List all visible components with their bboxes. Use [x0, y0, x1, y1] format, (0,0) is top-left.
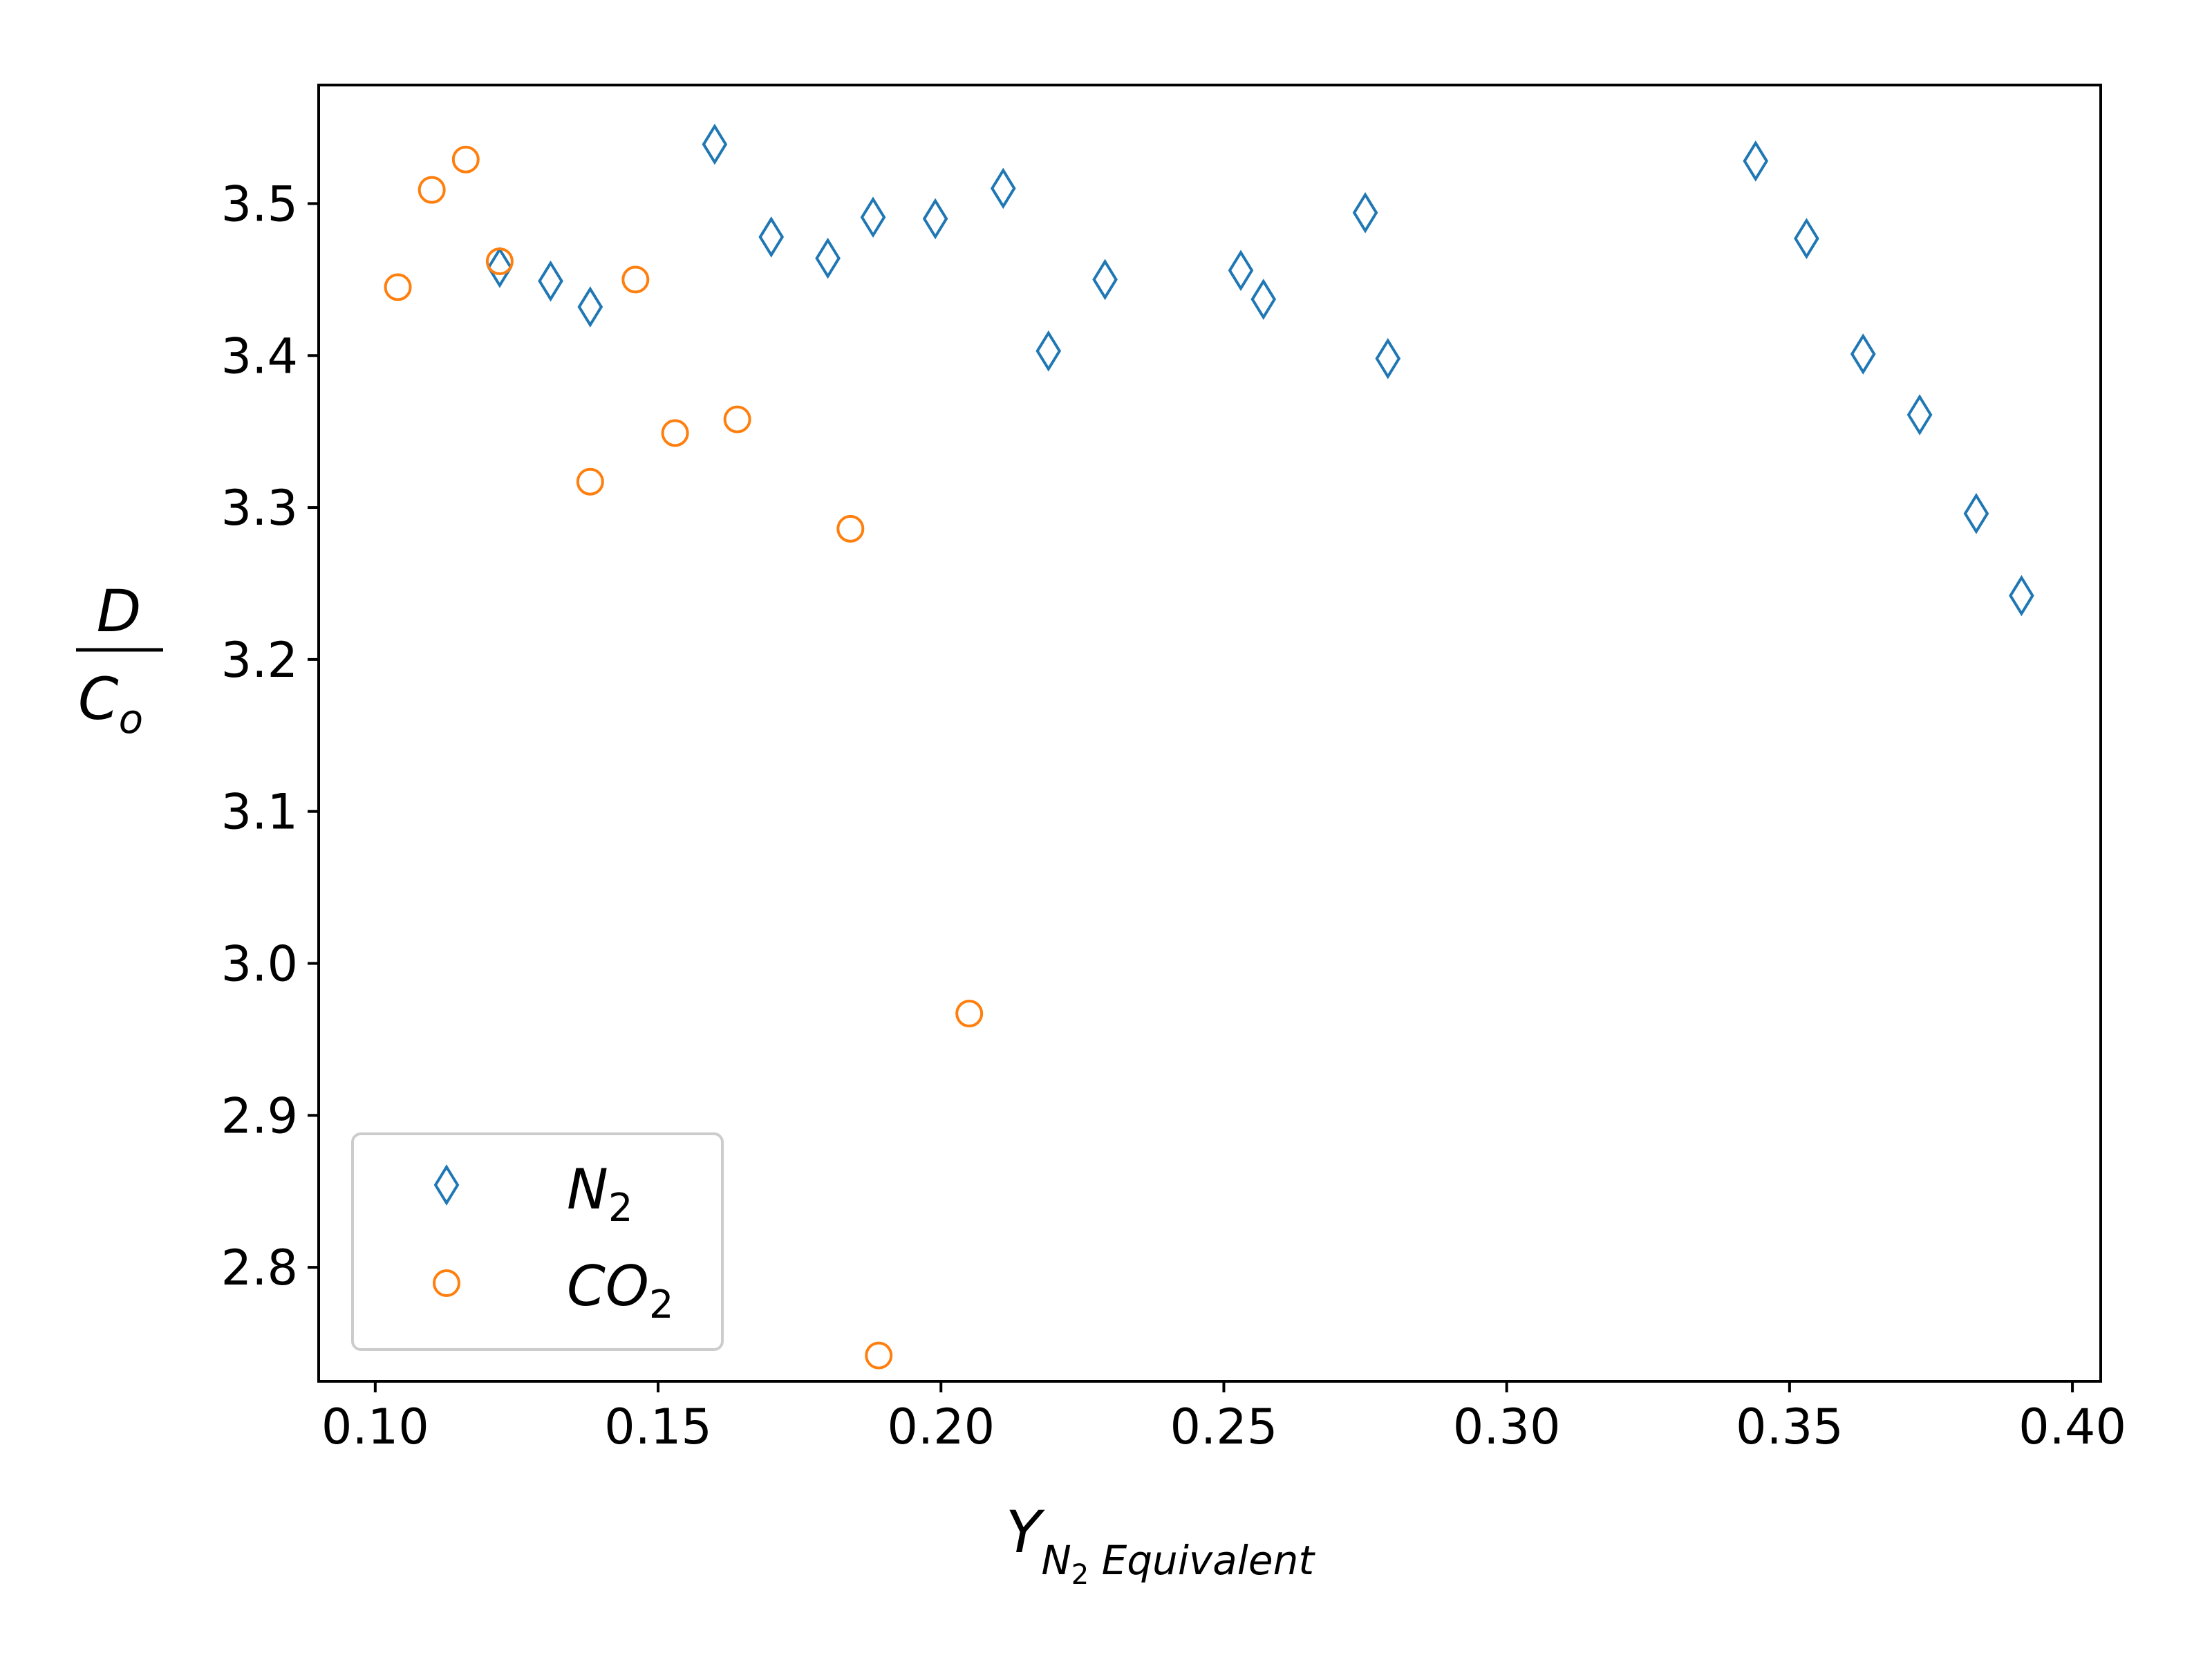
- legend-label-co2: CO2: [567, 1254, 673, 1327]
- y-label-denominator: Co: [78, 665, 143, 743]
- data-point-co2: [865, 1341, 893, 1370]
- data-point-n2: [702, 123, 728, 165]
- data-point-n2: [577, 286, 603, 328]
- data-point-co2: [384, 273, 412, 301]
- y-tick-label: 2.8: [221, 1240, 298, 1296]
- data-point-n2: [1906, 394, 1933, 436]
- marks-layer: [384, 123, 2034, 1370]
- y-tick-label: 3.2: [221, 632, 298, 689]
- data-point-n2: [860, 196, 886, 239]
- x-tick-label: 0.10: [321, 1399, 429, 1455]
- x-tick-label: 0.30: [1453, 1399, 1561, 1455]
- data-point-n2: [990, 167, 1016, 209]
- data-point-n2: [758, 216, 785, 258]
- x-tick-label: 0.25: [1170, 1399, 1278, 1455]
- y-tick-label: 3.0: [221, 936, 298, 993]
- y-tick-label: 3.5: [221, 176, 298, 232]
- data-point-n2: [1963, 493, 1989, 534]
- data-point-co2: [836, 514, 865, 543]
- y-tick-label: 3.1: [221, 784, 298, 841]
- data-point-n2: [1352, 192, 1378, 234]
- x-tick-label: 0.20: [887, 1399, 995, 1455]
- y-tick-label: 3.4: [221, 328, 298, 384]
- data-point-co2: [485, 247, 514, 275]
- data-point-n2: [1035, 330, 1062, 372]
- y-axis-ticks: 2.8 2.9 3.0 3.1 3.2 3.3 3.4 3.5: [221, 176, 319, 1296]
- data-point-co2: [621, 265, 650, 294]
- data-point-n2: [1228, 250, 1254, 291]
- y-tick-label: 2.9: [221, 1087, 298, 1144]
- data-point-n2: [1375, 337, 1401, 380]
- plot-frame: [317, 84, 2102, 1383]
- data-point-co2: [576, 467, 604, 496]
- legend-marker-n2: [433, 1164, 460, 1206]
- data-point-n2: [815, 237, 841, 279]
- y-label-numerator: D: [97, 577, 142, 645]
- data-point-n2: [1794, 218, 1819, 259]
- x-tick-label: 0.35: [1736, 1399, 1844, 1455]
- data-point-n2: [2009, 575, 2034, 617]
- y-axis-label: D Co: [76, 577, 163, 743]
- x-tick-label: 0.15: [604, 1399, 712, 1455]
- data-point-n2: [922, 198, 948, 240]
- data-point-n2: [1250, 279, 1277, 320]
- legend-label-n2: N2: [567, 1157, 632, 1231]
- data-point-co2: [955, 1000, 984, 1028]
- data-point-n2: [1743, 140, 1769, 182]
- x-tick-label: 0.40: [2018, 1399, 2126, 1455]
- data-point-co2: [723, 405, 751, 433]
- data-point-co2: [451, 145, 480, 174]
- x-axis-ticks: 0.10 0.15 0.20 0.25 0.30 0.35 0.40: [321, 1381, 2126, 1455]
- data-point-n2: [1850, 333, 1876, 375]
- x-axis-label: YN2 Equivalent: [1006, 1498, 1315, 1591]
- legend-marker-co2: [433, 1269, 460, 1297]
- legend: N2 CO2: [351, 1132, 724, 1351]
- data-point-n2: [1092, 259, 1118, 301]
- data-point-co2: [418, 176, 446, 204]
- data-point-n2: [487, 246, 513, 288]
- data-point-co2: [661, 419, 689, 447]
- data-point-n2: [538, 260, 563, 302]
- y-tick-label: 3.3: [221, 480, 298, 536]
